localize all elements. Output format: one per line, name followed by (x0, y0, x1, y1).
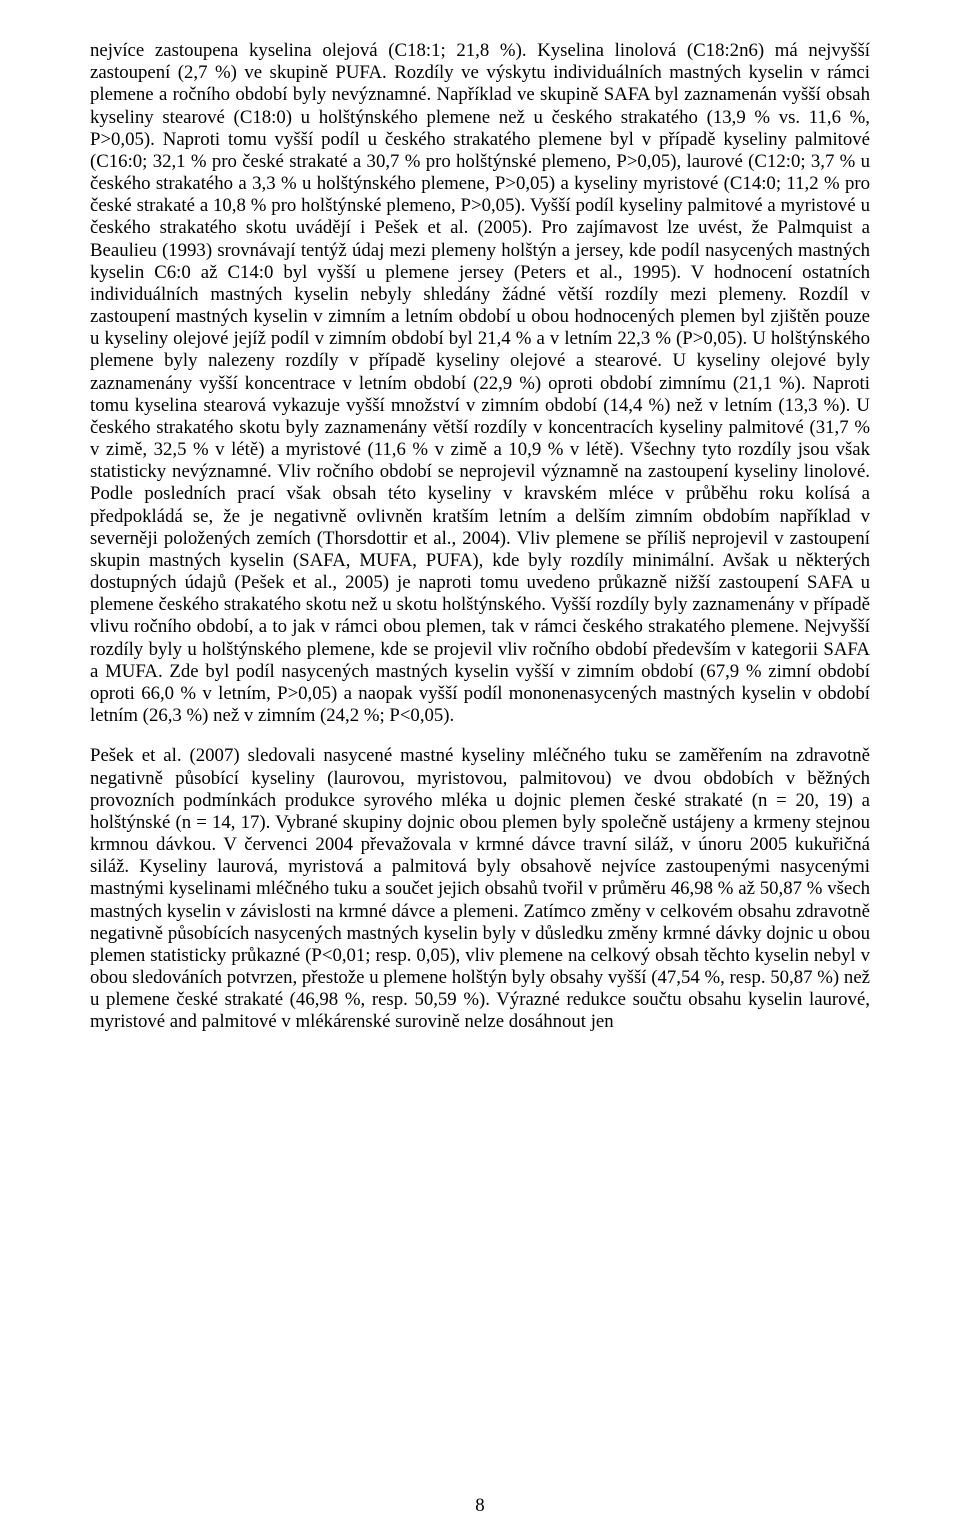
body-paragraph-1: nejvíce zastoupena kyselina olejová (C18… (90, 40, 870, 727)
body-paragraph-2: Pešek et al. (2007) sledovali nasycené m… (90, 745, 870, 1033)
document-page: nejvíce zastoupena kyselina olejová (C18… (0, 0, 960, 1537)
page-number: 8 (0, 1495, 960, 1517)
